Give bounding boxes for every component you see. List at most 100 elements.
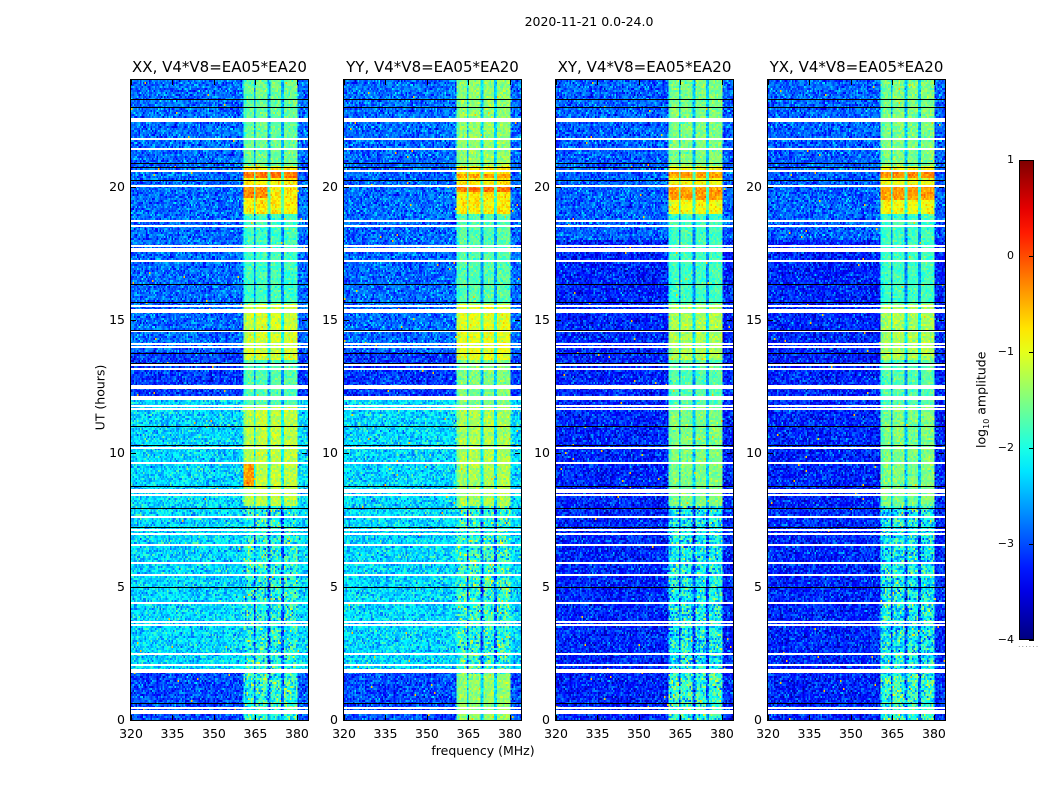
flagged-row [344,387,521,389]
black-line [768,166,945,168]
panel-yy: YY, V4*V8=EA05*EA20 320 335 350 365 380 0 5 10 15… [322,58,522,741]
flagged-row [344,117,521,120]
flagged-row [768,664,945,667]
y-tick [939,186,944,188]
black-line [344,284,521,286]
flagged-row [344,493,521,496]
black-line [556,162,733,164]
colorbar-tick-label: −1 [997,345,1014,358]
x-tick [638,80,640,85]
panel-title: YY, V4*V8=EA05*EA20 [346,58,519,76]
x-tick [721,715,723,720]
black-line [556,444,733,446]
black-line [768,162,945,164]
x-tick [385,715,387,720]
y-tick-label: 20 [109,178,125,194]
flagged-row [556,169,733,172]
black-line [131,507,308,509]
black-line [768,98,945,100]
black-line [768,363,945,365]
flagged-row [131,346,308,349]
flagged-row [768,515,945,518]
flagged-row [344,707,521,709]
x-tick [933,715,935,720]
flagged-row [556,184,733,187]
flagged-row [768,385,945,388]
y-tick-label: 5 [330,578,338,594]
y-tick-label: 5 [754,578,762,594]
x-tick [892,715,894,720]
black-line [131,485,308,487]
x-tick-label: 365 [456,726,481,741]
black-line [131,444,308,446]
flagged-row [131,562,308,565]
flagged-row [344,543,521,546]
flagged-row [556,653,733,656]
black-line [344,330,521,332]
y-tick [302,586,307,588]
colorbar-label: log10 amplitude [973,351,991,448]
flagged-row [344,169,521,172]
flagged-row [556,707,733,709]
flagged-row [344,408,521,411]
black-line [556,507,733,509]
flagged-row [131,311,308,314]
x-tick-label: 350 [627,726,651,741]
flagged-row [768,184,945,187]
flagged-band [556,396,733,400]
y-tick [727,586,732,588]
y-axis-label: UT (hours) [92,364,108,431]
flagged-row [768,488,945,491]
flagged-row [768,119,945,122]
flagged-row [556,117,733,120]
flagged-row [344,244,521,247]
y-tick-label: 0 [542,712,550,727]
flagged-row [131,543,308,546]
flagged-row [131,712,308,715]
flagged-row [556,709,733,712]
y-tick [302,453,307,455]
flagged-row [768,387,945,389]
black-line [131,166,308,168]
flagged-row [768,244,945,247]
flagged-row [344,368,521,371]
colorbar-tick [1029,544,1034,545]
x-tick [213,715,215,720]
x-tick-label: 335 [373,726,398,741]
flagged-row [344,224,521,227]
flagged-row [556,562,733,565]
x-tick-label: 365 [243,726,268,741]
black-line [131,425,308,427]
x-tick-label: 320 [544,726,568,741]
flagged-row [556,244,733,247]
flagged-row [131,528,308,531]
flagged-row [556,343,733,346]
y-tick [939,720,944,721]
y-tick-label: 15 [322,312,338,327]
y-tick [556,186,561,188]
flagged-row [344,461,521,464]
flagged-row [768,147,945,150]
y-tick [768,320,773,321]
colorbar-tick [1029,256,1034,257]
flagged-row [768,709,945,712]
x-tick [680,715,682,720]
black-line [768,444,945,446]
x-tick [768,715,769,720]
x-tick [597,80,599,85]
flagged-row [131,664,308,667]
x-tick [850,80,852,85]
flagged-row [768,364,945,367]
flagged-row [768,574,945,577]
x-tick [680,80,682,85]
flagged-row [556,385,733,388]
flagged-row [556,309,733,312]
flagged-row [344,532,521,535]
colorbar-tick [1029,160,1034,161]
y-tick [131,186,136,188]
x-tick-label: 320 [756,726,780,741]
flagged-row [768,408,945,411]
black-line [344,702,521,704]
flagged-row [131,260,308,263]
